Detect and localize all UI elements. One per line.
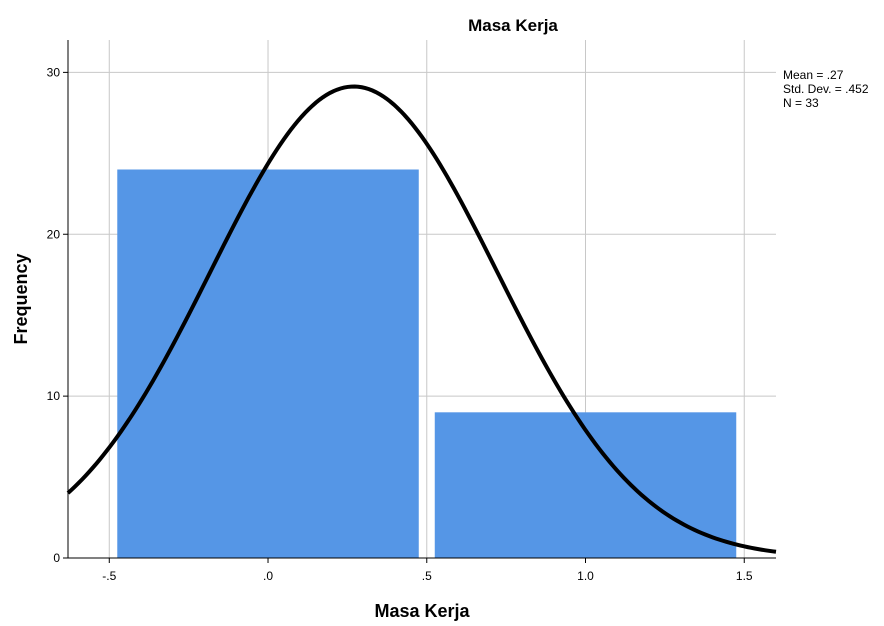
- x-tick-label-2: .5: [422, 569, 432, 583]
- stats-mean: Mean = .27: [783, 68, 844, 82]
- histogram-bar-0: [117, 169, 419, 558]
- stats-box: Mean = .27 Std. Dev. = .452 N = 33: [783, 68, 869, 110]
- y-tick-label-2: 20: [47, 227, 61, 241]
- stats-n: N = 33: [783, 96, 819, 110]
- chart-title: Masa Kerja: [468, 16, 558, 35]
- tick-labels: -.5 .0 .5 1.0 1.5 0 10 20 30: [47, 65, 753, 583]
- stats-std-dev: Std. Dev. = .452: [783, 82, 869, 96]
- x-tick-label-0: -.5: [102, 569, 116, 583]
- y-tick-label-1: 10: [47, 389, 61, 403]
- normal-curve: [66, 84, 777, 554]
- axes: [67, 40, 776, 559]
- histogram-bar-1: [434, 412, 737, 558]
- histogram-bars: [117, 169, 737, 558]
- x-tick-label-4: 1.5: [736, 569, 753, 583]
- x-axis-label: Masa Kerja: [374, 601, 470, 621]
- y-tick-label-0: 0: [53, 551, 60, 565]
- x-tick-label-3: 1.0: [577, 569, 594, 583]
- x-tick-label-1: .0: [263, 569, 273, 583]
- y-tick-label-3: 30: [47, 65, 61, 79]
- y-axis-label: Frequency: [11, 253, 31, 344]
